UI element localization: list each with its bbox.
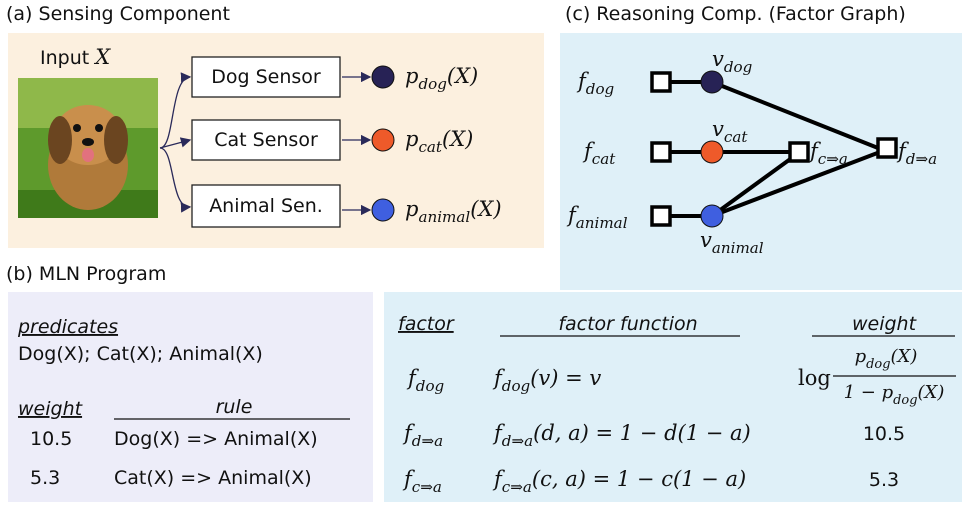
subscript: d⇒a <box>906 150 937 168</box>
panel-title: (c) Reasoning Comp. (Factor Graph) <box>565 3 906 25</box>
subscript: animal <box>712 239 764 257</box>
subscript: c⇒a <box>412 478 442 496</box>
factor-node <box>652 73 670 91</box>
rule: Dog(X) => Animal(X) <box>114 428 318 450</box>
math-part: p <box>855 346 867 367</box>
subscript: cat <box>418 138 442 156</box>
sensor-label: Dog Sensor <box>211 66 321 88</box>
factor-node <box>652 207 670 225</box>
math-part: 1 − <box>844 382 882 403</box>
variable-node <box>701 141 723 163</box>
header: factor function <box>558 313 697 335</box>
weight: 5.3 <box>30 467 60 489</box>
math-part: p <box>882 382 894 403</box>
math-part: (X) <box>442 127 473 151</box>
math-part: p <box>405 64 418 88</box>
math-part: (v) = v <box>530 366 601 390</box>
subscript: d⇒a <box>412 432 443 450</box>
header: weight <box>852 313 918 335</box>
subscript: animal <box>576 214 628 232</box>
math-part: v <box>712 117 724 141</box>
math-part: v <box>700 228 712 252</box>
output-node <box>372 129 394 151</box>
subscript: c⇒a <box>818 150 848 168</box>
weight: 5.3 <box>869 469 899 491</box>
subscript: dog <box>724 58 753 76</box>
header: rule <box>216 396 253 418</box>
math-part: (X) <box>470 197 501 221</box>
subscript: dog <box>502 377 531 395</box>
input-label: Input X <box>40 45 111 69</box>
input-var: X <box>93 45 111 69</box>
subscript: dog <box>418 75 447 93</box>
math-part: (X) <box>918 382 945 403</box>
math-part: (d, a) = 1 − d(1 − a) <box>533 421 751 445</box>
subscript: dog <box>866 357 890 372</box>
subscript: cat <box>724 128 748 146</box>
factor-node <box>790 143 808 161</box>
sensor-label: Cat Sensor <box>214 129 318 151</box>
rule: Cat(X) => Animal(X) <box>114 467 312 489</box>
panel-title: (b) MLN Program <box>6 263 166 285</box>
predicates: Dog(X); Cat(X); Animal(X) <box>18 343 263 365</box>
header: predicates <box>17 316 118 338</box>
variable-node <box>701 71 723 93</box>
output-node <box>372 199 394 221</box>
subscript: d⇒a <box>502 432 533 450</box>
subscript: dog <box>893 393 917 408</box>
math-part: (c, a) = 1 − c(1 − a) <box>532 467 746 491</box>
subscript: dog <box>416 377 445 395</box>
figure: (a) Sensing Component Input X Dog Sensor… <box>0 0 971 508</box>
puppy-image <box>18 78 158 218</box>
log: log <box>798 366 831 390</box>
header: factor <box>398 313 455 335</box>
weight: 10.5 <box>30 428 72 450</box>
subscript: dog <box>586 80 615 98</box>
subscript: cat <box>592 150 616 168</box>
subscript: c⇒a <box>502 478 532 496</box>
math-part: p <box>405 197 418 221</box>
header: weight <box>18 398 84 420</box>
math-part: (X) <box>447 64 478 88</box>
input-word: Input <box>40 47 89 69</box>
variable-node <box>701 205 723 227</box>
factor-node <box>652 143 670 161</box>
math-part: (X) <box>891 346 918 367</box>
output-node <box>372 66 394 88</box>
panel-title: (a) Sensing Component <box>6 3 230 25</box>
weight: 10.5 <box>863 423 905 445</box>
sensor-label: Animal Sen. <box>209 195 323 217</box>
subscript: animal <box>418 208 470 226</box>
math-part: p <box>405 127 418 151</box>
factor-node <box>878 139 896 157</box>
math-part: v <box>712 47 724 71</box>
